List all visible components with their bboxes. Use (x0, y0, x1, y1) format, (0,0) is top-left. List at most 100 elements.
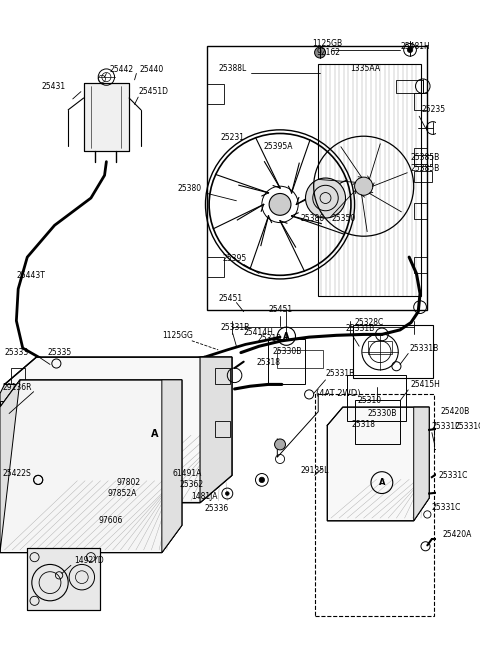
Text: 25451: 25451 (268, 306, 292, 314)
Bar (414, 171, 432, 182)
Text: 25330B: 25330B (273, 347, 302, 356)
Circle shape (314, 47, 325, 58)
Text: 25415H: 25415H (411, 380, 441, 389)
Bar (368, 341, 392, 353)
Bar (414, 93, 427, 110)
Polygon shape (0, 384, 36, 503)
Bar (11, 420, 25, 437)
Bar (355, 400, 400, 443)
Text: 25451: 25451 (218, 294, 242, 302)
Text: 25330B: 25330B (367, 409, 396, 418)
Text: 25481H: 25481H (401, 41, 431, 51)
Text: 1492YD: 1492YD (74, 556, 104, 565)
Text: 29136R: 29136R (3, 382, 32, 392)
Text: 25331C: 25331C (432, 422, 461, 431)
Text: 25362: 25362 (179, 480, 203, 489)
Text: 25310: 25310 (257, 334, 281, 344)
Text: 25422S: 25422S (3, 469, 32, 478)
Bar (396, 80, 423, 93)
Text: 25386: 25386 (300, 214, 324, 223)
Text: 25451D: 25451D (138, 87, 168, 96)
Bar (414, 257, 427, 273)
Bar (277, 350, 323, 368)
Text: 1125GG: 1125GG (162, 331, 192, 340)
Text: A: A (379, 478, 385, 487)
Text: 25380: 25380 (177, 185, 202, 193)
Text: 25388L: 25388L (218, 64, 246, 72)
Text: 61491A: 61491A (173, 469, 202, 478)
Bar (216, 420, 230, 437)
Text: 25331C: 25331C (432, 503, 461, 512)
Bar (318, 64, 421, 296)
Text: 25420A: 25420A (443, 530, 472, 539)
Circle shape (269, 193, 291, 215)
Text: 92162: 92162 (316, 48, 340, 57)
Polygon shape (414, 407, 429, 521)
Bar (434, 422, 461, 449)
Bar (268, 339, 305, 384)
Bar (348, 375, 407, 420)
Text: (4AT 2WD): (4AT 2WD) (316, 389, 361, 398)
Text: 25443T: 25443T (16, 271, 45, 280)
Polygon shape (0, 380, 182, 553)
Text: 1335AA: 1335AA (350, 64, 380, 72)
Text: 25318: 25318 (256, 358, 280, 367)
Bar (207, 257, 224, 277)
Bar (216, 368, 230, 384)
Text: 25414H: 25414H (244, 328, 274, 337)
Text: A: A (151, 430, 158, 440)
Text: 25440: 25440 (139, 65, 163, 74)
Circle shape (355, 177, 373, 195)
Text: 25331B: 25331B (346, 323, 375, 332)
Polygon shape (162, 380, 182, 553)
Text: 25350: 25350 (332, 214, 356, 223)
Circle shape (305, 178, 346, 218)
Bar (11, 368, 25, 384)
Text: 97802: 97802 (116, 478, 141, 487)
Bar (414, 202, 427, 219)
Text: 25395A: 25395A (264, 142, 293, 150)
Polygon shape (0, 443, 16, 466)
Text: 25331C: 25331C (438, 471, 468, 480)
Text: 29135L: 29135L (300, 466, 328, 475)
Polygon shape (0, 380, 20, 553)
Text: 25395: 25395 (223, 254, 247, 263)
Polygon shape (0, 401, 16, 422)
Text: 25335: 25335 (47, 348, 72, 357)
Bar (207, 84, 224, 104)
Bar (84, 83, 129, 150)
Text: 25331B: 25331B (409, 344, 438, 353)
Text: 25328C: 25328C (355, 318, 384, 327)
Text: 25431: 25431 (42, 81, 66, 91)
Bar (414, 155, 432, 166)
Circle shape (275, 439, 286, 450)
Text: 1125GB: 1125GB (312, 39, 342, 48)
Text: 25231: 25231 (221, 133, 245, 142)
Bar (27, 548, 100, 610)
Text: 25385B: 25385B (411, 164, 440, 173)
Text: 97606: 97606 (98, 516, 122, 526)
Bar (27, 548, 100, 610)
Text: 25331B: 25331B (325, 369, 355, 378)
Circle shape (408, 47, 413, 53)
Text: 25310: 25310 (357, 396, 382, 405)
Bar (84, 83, 129, 150)
Text: 25336: 25336 (204, 505, 229, 514)
Bar (353, 325, 433, 378)
Text: 25331C: 25331C (455, 422, 480, 431)
Text: 25385B: 25385B (411, 152, 440, 162)
Bar (315, 394, 434, 616)
Text: A: A (283, 332, 289, 341)
Text: 25318: 25318 (352, 420, 376, 429)
Text: 25420B: 25420B (441, 407, 470, 416)
Circle shape (259, 477, 264, 483)
Polygon shape (4, 357, 232, 503)
Polygon shape (200, 357, 232, 503)
Text: 25331B: 25331B (220, 323, 249, 332)
Circle shape (226, 491, 229, 495)
Text: 1481JA: 1481JA (191, 491, 217, 501)
Bar (207, 46, 427, 310)
Text: 25333: 25333 (4, 348, 29, 357)
Bar (414, 148, 427, 164)
Text: 97852A: 97852A (108, 489, 137, 498)
